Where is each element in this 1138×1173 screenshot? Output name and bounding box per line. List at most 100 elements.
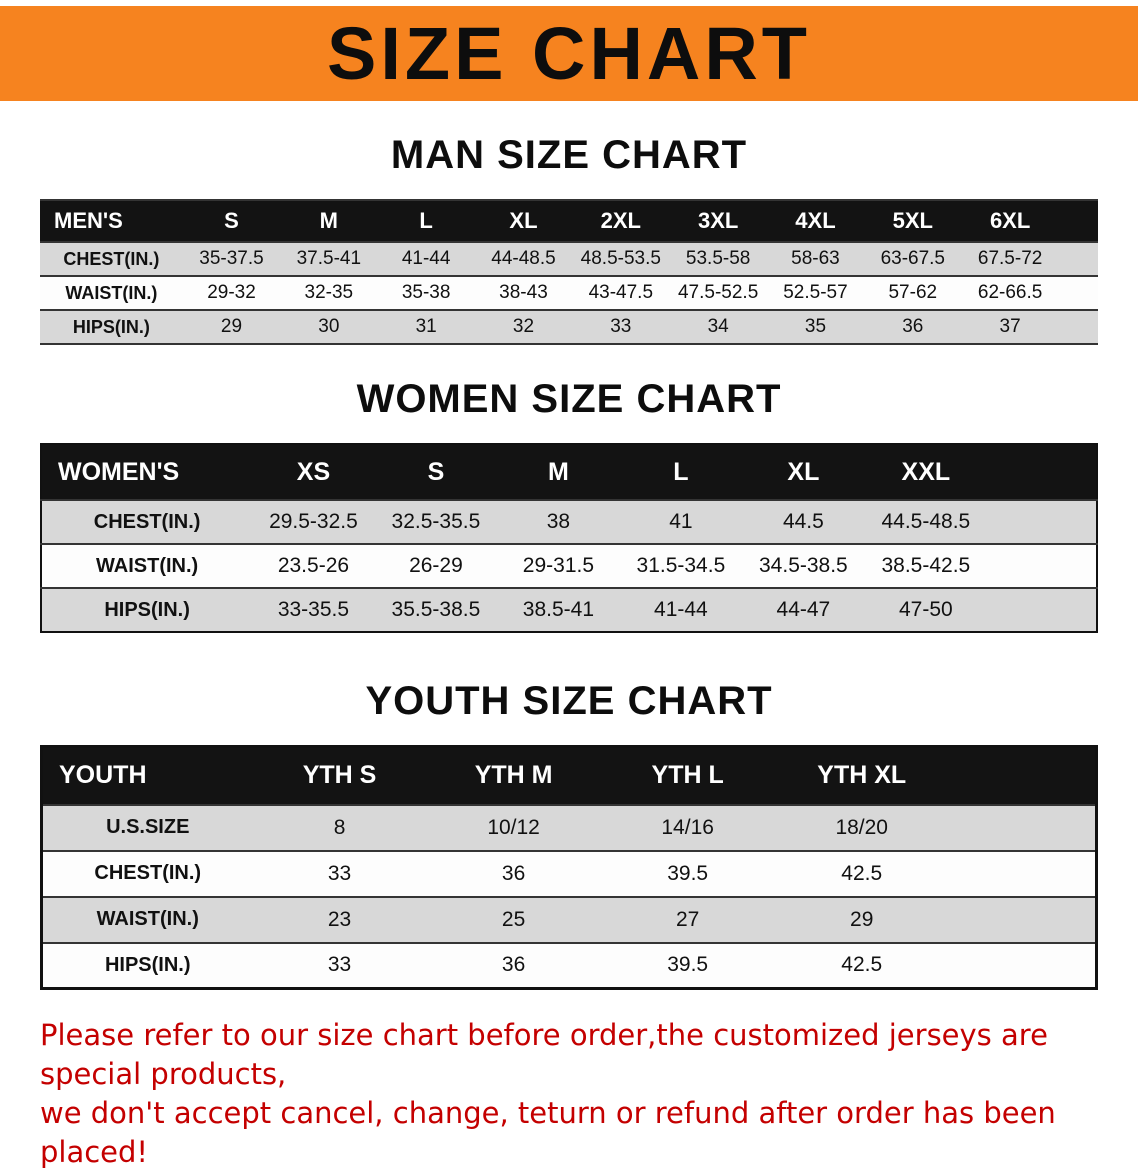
row-label: CHEST(IN.) [94,862,202,884]
row-label: WAIST(IN.) [65,282,158,303]
table-cell: 33 [610,316,632,337]
table-cell: 44-48.5 [491,248,556,269]
table-cell: 44.5-48.5 [881,510,971,533]
table-cell: 57-62 [888,282,938,303]
table-cell: 32 [512,316,535,337]
table-cell: 18/20 [835,815,888,839]
men-section-heading: MAN SIZE CHART [390,133,748,177]
table-cell: 67.5-72 [977,248,1043,269]
table-cell: 53.5-58 [685,248,751,269]
men-chest-row: CHEST(IN.) 35-37.5 37.5-41 41-44 44-48.5… [40,242,1098,276]
table-cell: 14/16 [661,815,714,839]
table-cell: 52.5-57 [783,282,848,303]
table-cell: 26-29 [409,554,463,577]
table-cell: 33 [327,953,352,977]
men-col-header: S [224,208,239,233]
table-cell: 39.5 [667,953,709,977]
table-cell: 29.5-32.5 [269,510,358,533]
table-cell: 41-44 [654,598,708,621]
men-size-table: MEN'S S M L XL 2XL 3XL 4XL 5XL 6XL CHEST… [40,199,1098,345]
spacer-cell [987,544,1097,588]
spacer-cell [1059,242,1098,276]
youth-section-heading: YOUTH SIZE CHART [365,679,773,723]
spacer-cell [987,588,1097,632]
women-size-table: WOMEN'S XS S M L XL XXL CHEST(IN.) 29.5-… [40,443,1098,633]
youth-table-title: YOUTH [59,761,147,790]
men-col-header: XL [509,208,538,233]
row-label: HIPS(IN.) [72,316,150,337]
table-cell: 36 [501,861,526,885]
row-label: CHEST(IN.) [93,510,201,533]
youth-waist-row: WAIST(IN.) 23 25 27 29 [41,896,1097,943]
spacer-cell [1059,276,1098,310]
women-hips-row: HIPS(IN.) 33-35.5 35.5-38.5 38.5-41 41-4… [41,588,1097,632]
table-cell: 30 [318,316,340,337]
table-cell: 36 [902,316,924,337]
table-cell: 42.5 [841,861,883,885]
women-table-header-row: WOMEN'S XS S M L XL XXL [41,444,1097,500]
table-cell: 37 [999,316,1021,337]
men-col-header: L [419,208,433,233]
table-cell: 31.5-34.5 [636,554,726,577]
women-table-title: WOMEN'S [58,457,180,486]
youth-size-table: YOUTH YTH S YTH M YTH L YTH XL U.S.SIZE … [40,745,1098,990]
table-cell: 47.5-52.5 [677,282,759,303]
disclaimer-line-2: we don't accept cancel, change, teturn o… [40,1096,1056,1170]
women-col-header: M [548,457,569,486]
table-cell: 38.5-42.5 [881,554,971,577]
women-col-header: XXL [901,457,951,486]
row-label: HIPS(IN.) [104,598,190,621]
row-label: WAIST(IN.) [96,908,199,930]
table-cell: 38.5-41 [522,598,595,621]
table-cell: 8 [333,815,346,839]
women-waist-row: WAIST(IN.) 23.5-26 26-29 29-31.5 31.5-34… [41,544,1097,588]
table-cell: 37.5-41 [296,248,362,269]
table-cell: 29 [850,907,874,931]
table-cell: 34.5-38.5 [759,554,848,577]
table-cell: 48.5-53.5 [580,248,661,269]
youth-col-header: YTH S [302,761,377,790]
table-cell: 44-47 [776,598,831,621]
spacer-cell [949,943,1097,989]
youth-col-header: YTH XL [817,761,907,790]
youth-col-header: YTH M [474,761,553,790]
table-cell: 62-66.5 [977,282,1043,303]
size-chart-page: SIZE CHART MAN SIZE CHART MEN'S S M L XL… [0,6,1138,1173]
spacer-cell [949,897,1097,943]
men-col-header: 6XL [989,208,1031,233]
table-cell: 29-32 [207,282,256,303]
table-cell: 41-44 [401,248,451,269]
table-cell: 38-43 [499,282,548,303]
women-col-header: XS [296,457,331,486]
spacer-cell [987,444,1097,500]
table-cell: 38 [546,510,571,533]
table-cell: 33 [327,861,352,885]
spacer-cell [949,851,1097,897]
table-cell: 36 [501,953,526,977]
men-col-header: 5XL [892,208,933,233]
youth-table-header-row: YOUTH YTH S YTH M YTH L YTH XL [41,746,1097,805]
table-cell: 23 [327,907,352,931]
men-col-header: 3XL [697,208,739,233]
spacer-cell [1059,310,1098,344]
size-chart-banner: SIZE CHART [0,6,1138,101]
youth-chest-row: CHEST(IN.) 33 36 39.5 42.5 [41,850,1097,897]
table-cell: 35-38 [401,282,451,303]
row-label: WAIST(IN.) [95,554,199,577]
table-cell: 35.5-38.5 [391,598,481,621]
women-chest-row: CHEST(IN.) 29.5-32.5 32.5-35.5 38 41 44.… [41,500,1097,544]
table-cell: 58-63 [791,248,840,269]
table-cell: 34 [707,316,729,337]
disclaimer-text: Please refer to our size chart before or… [40,1016,1138,1173]
row-label: CHEST(IN.) [63,248,160,269]
spacer-cell [987,500,1097,544]
youth-ussize-row: U.S.SIZE 8 10/12 14/16 18/20 [41,804,1097,851]
men-hips-row: HIPS(IN.) 29 30 31 32 33 34 35 36 37 [40,310,1098,344]
table-cell: 29 [220,316,243,337]
table-cell: 31 [415,316,437,337]
table-cell: 44.5 [782,510,824,533]
disclaimer-line-1: Please refer to our size chart before or… [40,1018,1048,1092]
spacer-cell [949,747,1097,805]
men-waist-row: WAIST(IN.) 29-32 32-35 35-38 38-43 43-47… [40,276,1098,310]
men-table-title: MEN'S [54,208,123,233]
